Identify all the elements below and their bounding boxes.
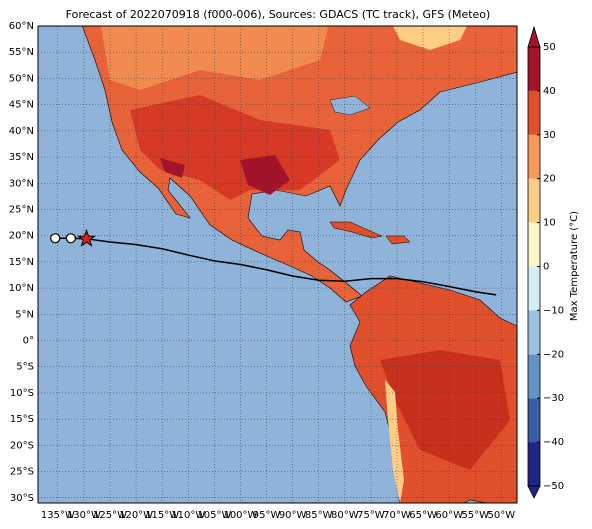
cuba bbox=[329, 221, 383, 239]
colorbar-tick-label: 50 bbox=[543, 42, 556, 53]
lat-tick-label: 20°S bbox=[10, 440, 34, 451]
texas-hot bbox=[240, 155, 290, 195]
colorbar bbox=[527, 25, 541, 499]
colorbar-bin bbox=[528, 90, 540, 135]
lat-tick-label: 10°S bbox=[10, 388, 34, 399]
colorbar-tick-label: 20 bbox=[543, 174, 556, 185]
lat-tick-label: 45°N bbox=[9, 100, 34, 111]
lon-tick-label: 120°W bbox=[119, 510, 153, 521]
lakes bbox=[329, 95, 371, 116]
lat-tick-label: 30°N bbox=[9, 178, 34, 189]
lon-tick-label: 55°W bbox=[461, 510, 489, 521]
current-position-star bbox=[76, 228, 97, 247]
colorbar-tick-label: −30 bbox=[543, 393, 564, 404]
past-position bbox=[50, 233, 61, 244]
andes-cool bbox=[385, 380, 404, 503]
lon-tick-label: 125°W bbox=[93, 510, 127, 521]
track-line bbox=[55, 237, 497, 296]
colorbar-tick-label: 40 bbox=[543, 86, 556, 97]
lon-tick-label: 60°W bbox=[435, 510, 463, 521]
lon-tick-label: 75°W bbox=[357, 510, 385, 521]
lon-tick-label: 110°W bbox=[171, 510, 205, 521]
lon-tick-label: 100°W bbox=[223, 510, 257, 521]
colorbar-bin bbox=[528, 222, 540, 267]
hispaniola bbox=[385, 235, 411, 245]
lat-tick-label: 15°S bbox=[10, 414, 34, 425]
lat-tick-label: 30°S bbox=[10, 493, 34, 504]
amazon-hot bbox=[380, 350, 510, 470]
colorbar-tick-label: −40 bbox=[543, 437, 564, 448]
lon-tick-label: 85°W bbox=[305, 510, 333, 521]
lon-tick-label: 70°W bbox=[383, 510, 411, 521]
colorbar-label: Max Temperature (°C) bbox=[569, 211, 580, 321]
colorbar-bin bbox=[528, 398, 540, 443]
lat-tick-label: 10°N bbox=[9, 283, 34, 294]
lat-tick-label: 40°N bbox=[9, 126, 34, 137]
lat-tick-label: 20°N bbox=[9, 231, 34, 242]
canada-warm bbox=[101, 26, 329, 90]
track-layer bbox=[50, 228, 497, 296]
colorbar-extend-top bbox=[527, 25, 541, 48]
lon-tick-label: 80°W bbox=[331, 510, 359, 521]
colorbar-extend-bottom bbox=[527, 485, 541, 499]
colorbar-tick-label: 30 bbox=[543, 130, 556, 141]
lon-tick-label: 115°W bbox=[145, 510, 179, 521]
lon-tick-label: 105°W bbox=[197, 510, 231, 521]
colorbar-tick-label: 10 bbox=[543, 218, 556, 229]
colorbar-bin bbox=[528, 178, 540, 223]
lat-tick-label: 60°N bbox=[9, 21, 34, 32]
past-position bbox=[65, 233, 76, 244]
lat-tick-label: 25°S bbox=[10, 467, 34, 478]
lon-tick-label: 95°W bbox=[253, 510, 281, 521]
colorbar-tick-label: −20 bbox=[543, 349, 564, 360]
mexico-hot bbox=[160, 158, 185, 178]
lat-tick-label: 0° bbox=[23, 336, 34, 347]
colorbar-tick-label: −10 bbox=[543, 305, 564, 316]
map-frame bbox=[37, 25, 518, 504]
lat-tick-label: 55°N bbox=[9, 47, 34, 58]
colorbar-bin bbox=[528, 354, 540, 399]
lon-tick-label: 50°W bbox=[488, 510, 516, 521]
colorbar-bin bbox=[528, 442, 540, 486]
graticule bbox=[38, 25, 517, 503]
lat-tick-label: 15°N bbox=[9, 257, 34, 268]
colorbar-bin bbox=[528, 310, 540, 355]
lat-tick-label: 50°N bbox=[9, 73, 34, 84]
arctic-cool bbox=[393, 26, 467, 50]
colorbar-tick-label: −50 bbox=[543, 481, 564, 492]
lat-tick-label: 35°N bbox=[9, 152, 34, 163]
lon-tick-label: 135°W bbox=[41, 510, 75, 521]
lat-tick-label: 5°N bbox=[15, 309, 34, 320]
lat-tick-label: 25°N bbox=[9, 204, 34, 215]
lon-tick-label: 130°W bbox=[67, 510, 101, 521]
lat-tick-label: 5°S bbox=[16, 362, 34, 373]
colorbar-bin bbox=[528, 47, 540, 91]
colorbar-bin bbox=[528, 134, 540, 179]
lon-tick-label: 65°W bbox=[409, 510, 437, 521]
colorbar-tick-label: 0 bbox=[543, 262, 549, 273]
lon-tick-label: 90°W bbox=[279, 510, 307, 521]
title: Forecast of 2022070918 (f000-006), Sourc… bbox=[66, 8, 491, 21]
colorbar-bin bbox=[528, 266, 540, 311]
